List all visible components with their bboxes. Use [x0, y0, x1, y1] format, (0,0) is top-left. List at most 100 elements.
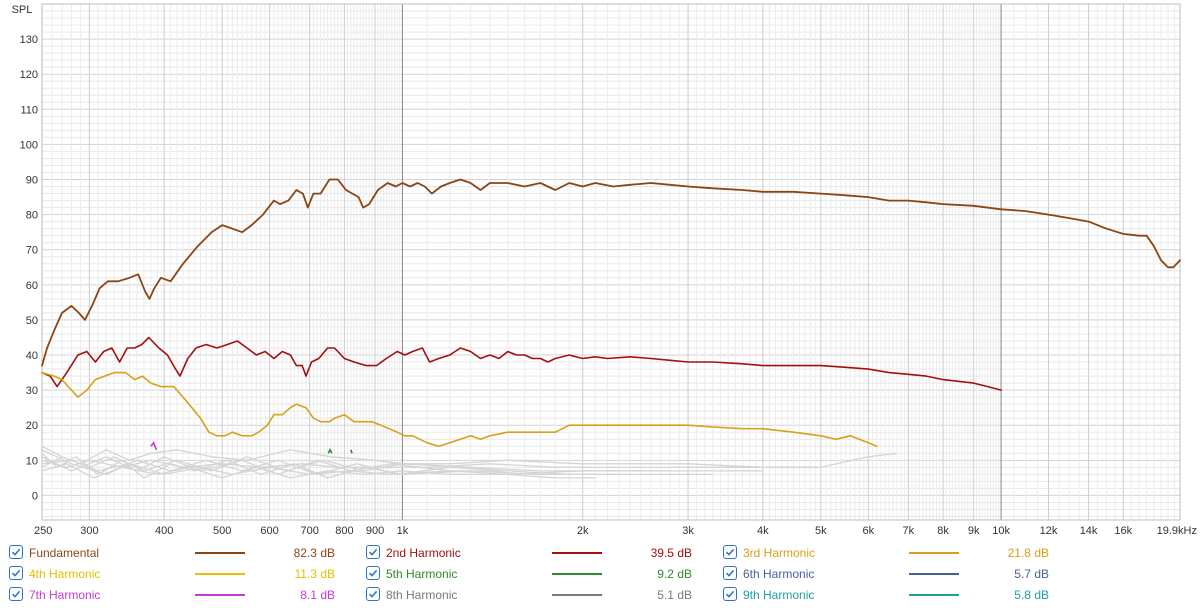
legend-item: 4th Harmonic 11.3 dB — [9, 564, 349, 584]
x-tick-label: 500 — [213, 525, 231, 537]
x-tick-label: 19.9kHz — [1157, 525, 1197, 537]
legend-swatch — [552, 594, 602, 596]
x-tick-label: 900 — [366, 525, 384, 537]
legend-item: 5th Harmonic 9.2 dB — [366, 564, 706, 584]
series-lines — [41, 178, 1181, 454]
y-tick-label: 130 — [20, 34, 38, 46]
legend-checkbox[interactable] — [723, 545, 737, 559]
legend-label: 3rd Harmonic — [743, 546, 816, 560]
y-tick-label: 80 — [26, 210, 38, 222]
series-line-2nd-harmonic — [41, 336, 1002, 391]
y-tick-label: 110 — [20, 104, 38, 116]
harmonic-trace-faded — [41, 449, 508, 476]
x-tick-label: 8k — [937, 525, 949, 537]
legend-value: 5.7 dB — [1014, 567, 1049, 581]
x-tick-label: 14k — [1080, 525, 1098, 537]
x-tick-label: 12k — [1040, 525, 1058, 537]
x-tick-label: 10k — [992, 525, 1010, 537]
legend-item: 8th Harmonic 5.1 dB — [366, 585, 706, 605]
legend-value: 39.5 dB — [650, 546, 692, 560]
x-tick-label: 7k — [903, 525, 915, 537]
x-tick-label: 700 — [301, 525, 319, 537]
legend-swatch — [195, 552, 245, 554]
checkmark-icon — [725, 548, 735, 556]
spl-chart: 0 10 20 30 40 50 60 70 80 90 100 110 120 130 250 300 40… — [11, 3, 1197, 537]
checkmark-icon — [368, 548, 378, 556]
harmonic-trace-faded — [41, 463, 596, 479]
legend-row: Fundamental 82.3 dB 2nd Harmonic 39.5 dB 3rd… — [0, 543, 1200, 563]
legend-checkbox[interactable] — [366, 587, 380, 601]
x-tick-label: 400 — [155, 525, 173, 537]
y-tick-label: 50 — [26, 315, 38, 327]
legend-value: 21.8 dB — [1007, 546, 1049, 560]
legend-checkbox[interactable] — [723, 566, 737, 580]
legend-swatch — [909, 573, 959, 575]
checkmark-icon — [368, 590, 378, 598]
legend-checkbox[interactable] — [366, 566, 380, 580]
x-tick-label: 9k — [968, 525, 980, 537]
legend-checkbox[interactable] — [9, 587, 23, 601]
legend-value: 5.1 dB — [657, 588, 692, 602]
legend-label: 6th Harmonic — [743, 567, 815, 581]
y-axis-title: SPL — [12, 4, 33, 16]
series-line-3rd-harmonic — [41, 371, 878, 448]
legend-label: 8th Harmonic — [386, 588, 458, 602]
x-tick-label: 800 — [335, 525, 353, 537]
series-line-fundamental — [41, 178, 1181, 367]
x-tick-label: 2k — [577, 525, 589, 537]
plot-frame — [41, 3, 1181, 521]
legend-swatch — [909, 594, 959, 596]
legend-item: 9th Harmonic 5.8 dB — [723, 585, 1063, 605]
legend-swatch — [552, 552, 602, 554]
x-tick-label: 5k — [815, 525, 827, 537]
legend-label: 7th Harmonic — [29, 588, 101, 602]
x-tick-label: 6k — [862, 525, 874, 537]
legend-swatch — [195, 594, 245, 596]
checkmark-icon — [11, 569, 21, 577]
legend-label: 2nd Harmonic — [386, 546, 461, 560]
legend-item: 2nd Harmonic 39.5 dB — [366, 543, 706, 563]
legend-value: 9.2 dB — [657, 567, 692, 581]
legend-label: 4th Harmonic — [29, 567, 101, 581]
harmonic-fragment — [350, 449, 353, 454]
x-tick-label: 4k — [757, 525, 769, 537]
legend-value: 8.1 dB — [300, 588, 335, 602]
legend-item: 7th Harmonic 8.1 dB — [9, 585, 349, 605]
legend-checkbox[interactable] — [9, 545, 23, 559]
y-tick-label: 30 — [26, 385, 38, 397]
legend-value: 5.8 dB — [1014, 588, 1049, 602]
legend-value: 82.3 dB — [293, 546, 335, 560]
x-tick-label: 300 — [80, 525, 98, 537]
y-tick-label: 120 — [20, 69, 38, 81]
x-tick-label: 250 — [34, 525, 52, 537]
checkmark-icon — [11, 590, 21, 598]
x-tick-label: 1k — [397, 525, 409, 537]
y-tick-label: 60 — [26, 280, 38, 292]
harmonic-noise-traces — [41, 445, 898, 479]
y-tick-label: 40 — [26, 350, 38, 362]
legend-row: 4th Harmonic 11.3 dB 5th Harmonic 9.2 dB 6th… — [0, 564, 1200, 584]
y-tick-label: 70 — [26, 245, 38, 257]
x-tick-label: 3k — [682, 525, 694, 537]
legend-swatch — [909, 552, 959, 554]
legend-swatch — [195, 573, 245, 575]
x-tick-label: 600 — [260, 525, 278, 537]
legend-item: 6th Harmonic 5.7 dB — [723, 564, 1063, 584]
checkmark-icon — [368, 569, 378, 577]
legend-item: 3rd Harmonic 21.8 dB — [723, 543, 1063, 563]
y-tick-label: 100 — [20, 139, 38, 151]
legend-checkbox[interactable] — [723, 587, 737, 601]
checkmark-icon — [725, 569, 735, 577]
harmonic-fragment — [327, 448, 333, 454]
y-tick-label: 90 — [26, 175, 38, 187]
harmonic-trace-faded — [41, 452, 713, 479]
checkmark-icon — [11, 548, 21, 556]
y-axis-tick-labels: 0 10 20 30 40 50 60 70 80 90 100 110 120 130 — [20, 34, 38, 502]
legend-label: Fundamental — [29, 546, 100, 560]
y-tick-label: 10 — [26, 455, 38, 467]
legend-label: 9th Harmonic — [743, 588, 815, 602]
legend-checkbox[interactable] — [366, 545, 380, 559]
checkmark-icon — [725, 590, 735, 598]
legend-checkbox[interactable] — [9, 566, 23, 580]
grid-lines — [41, 3, 1181, 521]
